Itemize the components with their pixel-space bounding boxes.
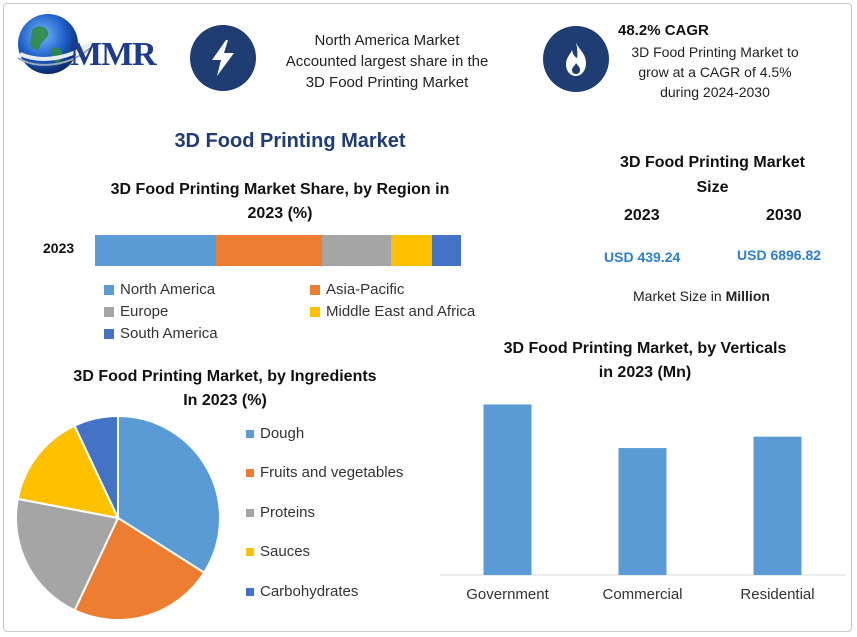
legend-label: Asia-Pacific xyxy=(326,281,405,298)
infographic-frame xyxy=(3,3,852,632)
cagr-line: 3D Food Printing Market to xyxy=(631,44,799,60)
verticals-bar-chart: Government Commercial Residential xyxy=(440,404,845,603)
verticals-chart-title: 3D Food Printing Market, by Verticals in… xyxy=(470,337,820,385)
main-title: 3D Food Printing Market xyxy=(174,130,406,152)
legend-swatch xyxy=(246,429,254,438)
legend-middle-east-africa: Middle East and Africa xyxy=(310,303,475,320)
legend-swatch xyxy=(104,306,114,317)
pie-slice-sauces xyxy=(16,424,120,520)
cagr-line: grow at a CAGR of 4.5% xyxy=(638,64,792,80)
title-line: in 2023 (Mn) xyxy=(598,364,692,381)
region-stacked-bar xyxy=(95,235,461,266)
legend-swatch xyxy=(104,284,114,295)
legend-dough: Dough xyxy=(246,425,304,442)
highlight-line: 3D Food Printing Market xyxy=(305,74,469,91)
highlight-line: North America Market xyxy=(314,32,460,49)
legend-south-america: South America xyxy=(104,325,218,342)
legend-carbohydrates: Carbohydrates xyxy=(246,583,358,600)
market-size-value-2023: USD 439.24 xyxy=(604,249,681,265)
title-line: 3D Food Printing Market xyxy=(620,154,805,171)
ingredients-chart-title: 3D Food Printing Market, by Ingredients … xyxy=(30,365,420,413)
legend-label: Dough xyxy=(260,425,305,442)
x-tick-label: Government xyxy=(466,586,549,603)
note-prefix: Market Size in xyxy=(633,288,726,304)
legend-label: Carbohydrates xyxy=(260,583,359,600)
bar-residential xyxy=(753,436,802,575)
globe-logo-icon xyxy=(17,14,94,74)
market-size-value-2030: USD 6896.82 xyxy=(737,247,822,263)
legend-north-america: North America xyxy=(104,281,215,298)
title-line: 3D Food Printing Market Share, by Region… xyxy=(110,181,450,198)
legend-proteins: Proteins xyxy=(246,504,315,521)
legend-swatch xyxy=(104,328,114,339)
region-bar-segment-middle-east-and-africa xyxy=(391,235,432,266)
legend-europe: Europe xyxy=(104,303,168,320)
cagr-line: during 2024-2030 xyxy=(660,84,770,100)
legend-label: North America xyxy=(120,281,216,298)
legend-label: Proteins xyxy=(260,504,316,521)
title-line: Size xyxy=(696,179,729,196)
legend-swatch xyxy=(246,587,254,596)
legend-swatch xyxy=(246,468,254,477)
region-bar-year-label: 2023 xyxy=(43,240,75,256)
x-tick-label: Residential xyxy=(740,586,814,603)
legend-swatch xyxy=(310,306,320,317)
bar-commercial xyxy=(618,448,667,575)
region-bar-segment-south-america xyxy=(431,235,461,266)
market-size-title: 3D Food Printing Market Size xyxy=(590,150,835,200)
highlight-north-america: North America Market Accounted largest s… xyxy=(262,30,512,93)
highlight-line: Accounted largest share in the xyxy=(285,53,489,70)
market-size-unit-note: Market Size in Million xyxy=(633,288,770,304)
legend-swatch xyxy=(310,284,320,295)
legend-label: Sauces xyxy=(260,543,311,560)
bar-government xyxy=(483,404,532,575)
legend-label: Middle East and Africa xyxy=(326,303,476,320)
note-unit: Million xyxy=(725,288,770,304)
legend-swatch xyxy=(246,508,254,517)
x-tick-label: Commercial xyxy=(602,586,682,603)
lightning-icon xyxy=(190,25,256,91)
legend-label: Europe xyxy=(120,303,169,320)
legend-sauces: Sauces xyxy=(246,543,310,560)
title-line: 2023 (%) xyxy=(247,205,313,222)
legend-label: South America xyxy=(120,325,218,342)
title-line: In 2023 (%) xyxy=(183,392,267,409)
flame-icon xyxy=(543,26,609,92)
cagr-description: 3D Food Printing Market to grow at a CAG… xyxy=(610,42,820,102)
region-bar-segment-north-america xyxy=(95,235,216,266)
pie-slice-proteins xyxy=(15,497,120,612)
logo-text: MMR xyxy=(70,36,157,73)
region-bar-segment-asia-pacific xyxy=(215,235,322,266)
pie-slice-carbohydrates xyxy=(73,414,119,519)
market-size-year-2030: 2030 xyxy=(766,207,802,224)
title-line: 3D Food Printing Market, by Verticals xyxy=(503,340,787,357)
cagr-title: 48.2% CAGR xyxy=(618,22,709,39)
region-chart-title: 3D Food Printing Market Share, by Region… xyxy=(70,178,490,226)
title-line: 3D Food Printing Market, by Ingredients xyxy=(73,368,377,385)
legend-asia-pacific: Asia-Pacific xyxy=(310,281,404,298)
ingredients-pie-chart xyxy=(15,414,221,621)
region-bar-segment-europe xyxy=(321,235,392,266)
legend-fruits-vegetables: Fruits and vegetables xyxy=(246,464,403,481)
legend-swatch xyxy=(246,547,254,556)
legend-label: Fruits and vegetables xyxy=(260,464,404,481)
market-size-year-2023: 2023 xyxy=(624,207,660,224)
